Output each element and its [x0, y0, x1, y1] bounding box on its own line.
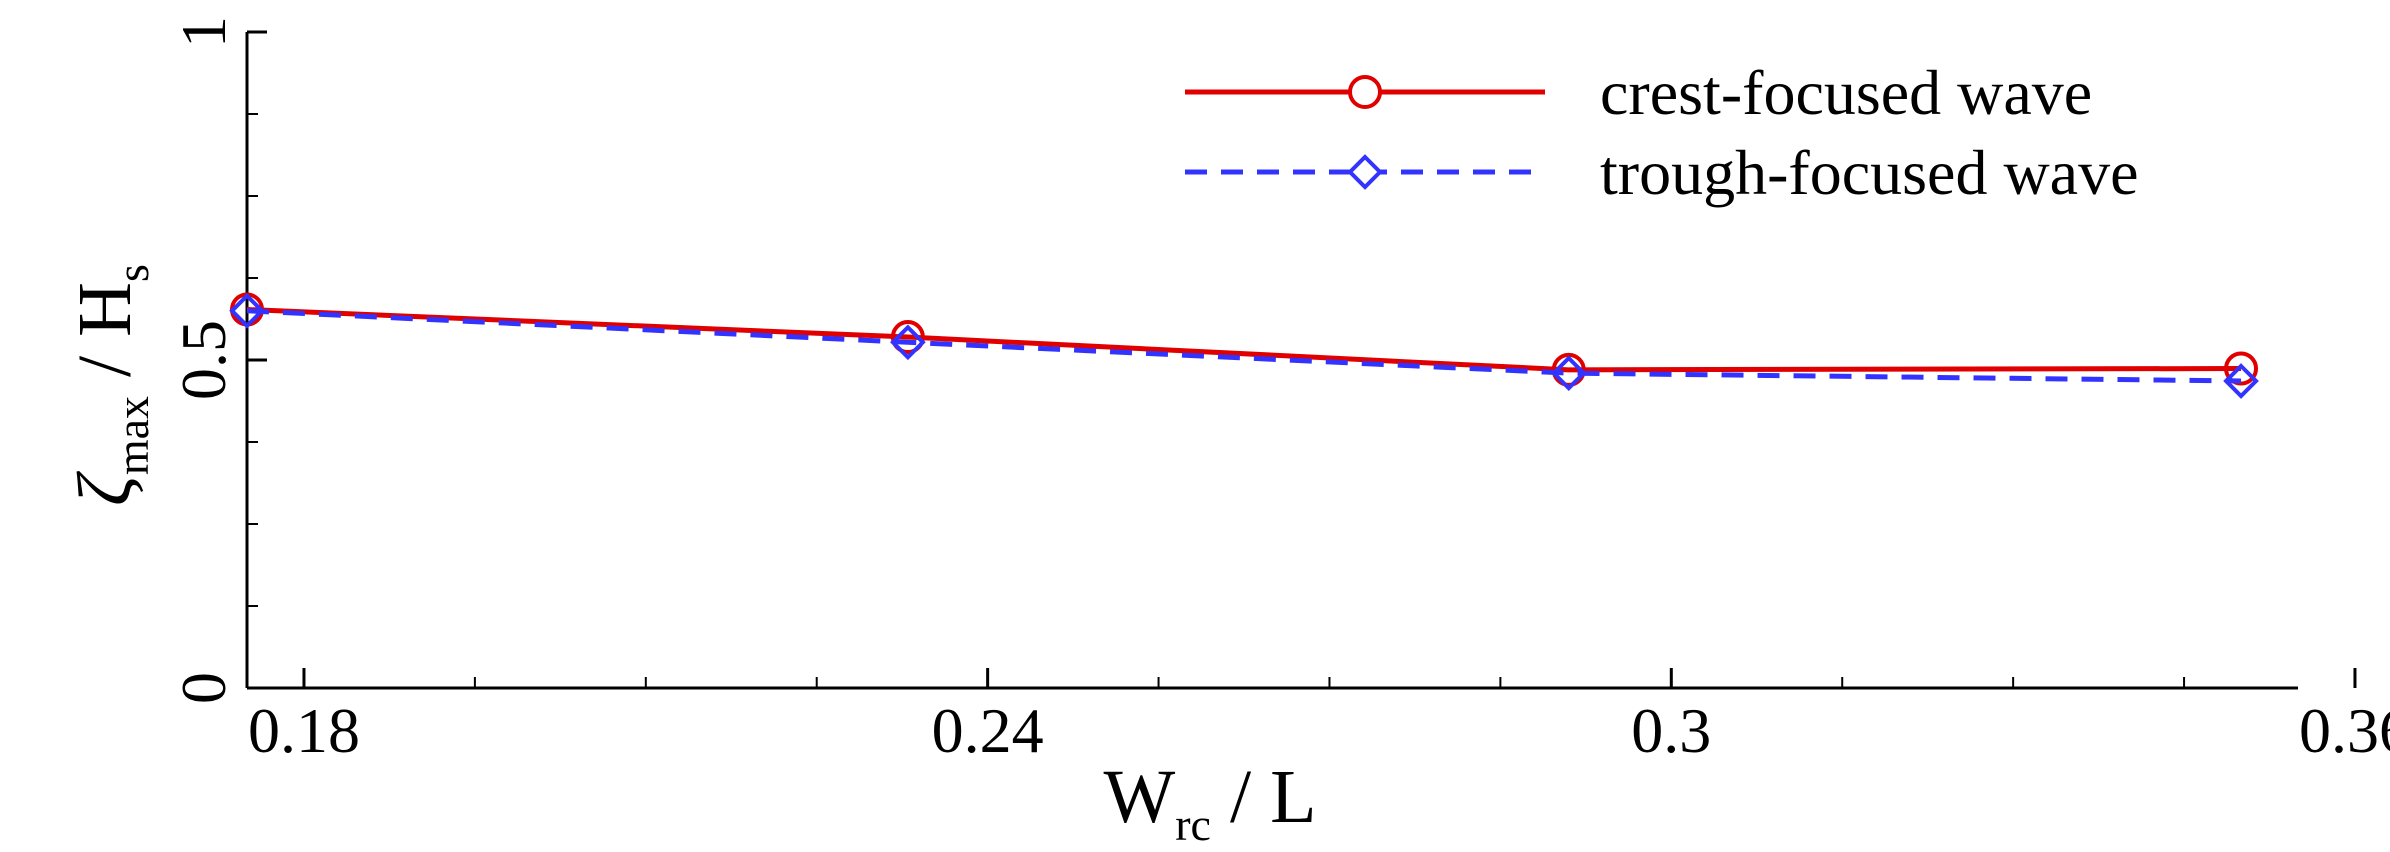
- x-axis-title: Wrc / L: [1103, 755, 1316, 850]
- x-tick-label: 0.24: [932, 695, 1044, 766]
- y-axis-title-rest: / H: [63, 282, 147, 396]
- data-point-circle: [2224, 351, 2259, 386]
- data-point-circle: [1551, 352, 1586, 387]
- series-layer: [229, 292, 2259, 399]
- y-tick-label-group: 1: [168, 16, 239, 48]
- x-tick-label: 0.36: [2299, 695, 2390, 766]
- data-point-circle: [890, 320, 925, 355]
- svg-text:Wrc / L: Wrc / L: [1103, 755, 1316, 850]
- y-axis-title-sub: max: [107, 396, 158, 475]
- y-tick-label: 1: [168, 16, 239, 48]
- x-axis-title-main: W: [1103, 755, 1175, 839]
- x-tick-label: 0.3: [1631, 695, 1711, 766]
- data-point-diamond: [890, 324, 926, 361]
- data-point-diamond: [229, 292, 265, 329]
- series-line: [246, 306, 2242, 373]
- x-axis-title-rest: / L: [1211, 755, 1317, 839]
- series-trough: [229, 292, 2259, 399]
- legend-item-trough: trough-focused wave: [1185, 137, 2138, 208]
- legend-label-crest: crest-focused wave: [1600, 57, 2092, 128]
- y-tick-label: 0.5: [168, 320, 239, 400]
- axis-ticks: 0.18 0.24 0.3 0.36 0 0.5 1: [168, 16, 2390, 766]
- y-tick-label-group: 0.5: [168, 320, 239, 400]
- legend-label-trough: trough-focused wave: [1600, 137, 2138, 208]
- data-point-diamond: [2223, 363, 2259, 399]
- y-tick-label-group: 0: [168, 672, 239, 704]
- x-tick-label: 0.18: [248, 695, 360, 766]
- data-point-diamond: [1550, 355, 1587, 391]
- x-axis-title-sub: rc: [1175, 799, 1211, 850]
- svg-text:ζmax / Hs: ζmax / Hs: [63, 264, 158, 506]
- y-axis-title: ζmax / Hs: [63, 264, 158, 506]
- y-tick-label: 0: [168, 672, 239, 704]
- series-crest: [230, 292, 2259, 387]
- legend: crest-focused wave trough-focused wave: [1185, 57, 2138, 208]
- series-line: [246, 308, 2242, 384]
- legend-marker-trough: [1347, 154, 1383, 190]
- legend-marker-crest: [1348, 75, 1382, 109]
- y-axis-title-sub2: s: [107, 264, 158, 282]
- legend-item-crest: crest-focused wave: [1185, 57, 2092, 128]
- y-axis-title-main: ζ: [63, 470, 147, 506]
